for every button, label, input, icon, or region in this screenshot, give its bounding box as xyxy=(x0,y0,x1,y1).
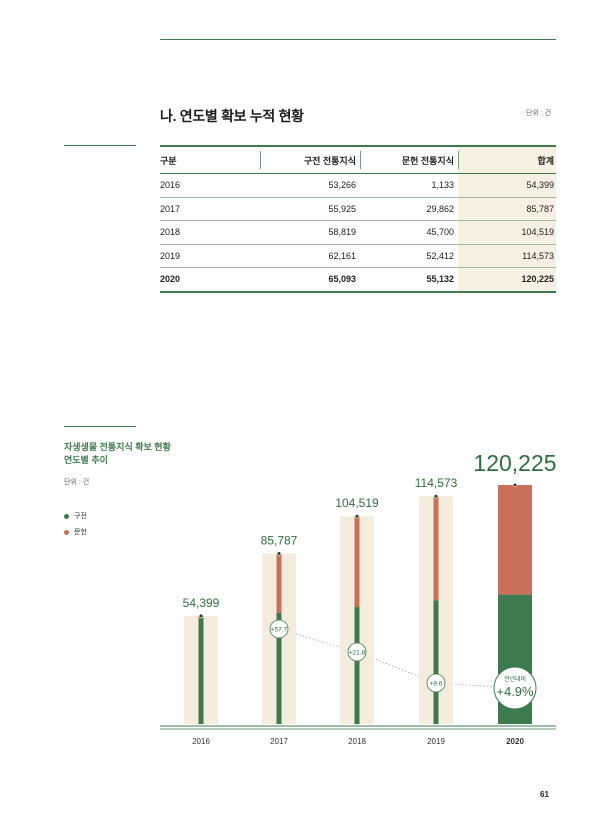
cell-total: 114,573 xyxy=(458,244,556,267)
cell-total: 85,787 xyxy=(458,197,556,220)
table-row: 2019 62,161 52,412 114,573 xyxy=(160,244,556,268)
legend-item-document: 문헌 xyxy=(64,527,87,537)
bar-total-label: 120,225 xyxy=(473,450,556,476)
cell-document: 55,132 xyxy=(426,274,454,285)
cell-year: 2018 xyxy=(160,227,181,238)
cell-year: 2016 xyxy=(160,180,181,191)
table-unit: 단위 : 건 xyxy=(526,110,552,117)
bar-top-marker xyxy=(354,514,360,519)
bar-total-label: 85,787 xyxy=(261,533,298,547)
chart-unit: 단위 : 건 xyxy=(64,479,90,486)
x-axis-label: 2020 xyxy=(506,737,524,746)
growth-badge xyxy=(269,619,289,639)
bar-top-marker xyxy=(512,482,518,488)
header-oral: 구전 전통지식 xyxy=(303,155,356,166)
header-total: 합계 xyxy=(458,147,556,173)
bar-document xyxy=(276,553,282,613)
legend-item-oral: 구전 xyxy=(64,511,87,521)
bar-oral xyxy=(276,612,282,724)
legend-label-document: 문헌 xyxy=(74,529,87,536)
bar-total-label: 114,573 xyxy=(415,476,458,490)
left-accent-rule xyxy=(64,145,136,146)
x-axis-label: 2017 xyxy=(270,737,288,746)
section-title: 나. 연도별 확보 누적 현황 xyxy=(160,108,304,124)
legend-label-oral: 구전 xyxy=(74,513,87,520)
cell-year: 2017 xyxy=(160,203,181,214)
cell-document: 29,862 xyxy=(426,203,454,214)
bar-document xyxy=(433,496,439,601)
cell-oral: 53,266 xyxy=(328,180,356,191)
header-separator xyxy=(458,151,459,169)
cell-year: 2020 xyxy=(160,274,181,285)
table-row: 2020 65,093 55,132 120,225 xyxy=(160,268,556,293)
chart-accent-rule xyxy=(64,426,136,427)
legend-dot-document xyxy=(64,529,69,535)
bar-top-marker xyxy=(198,613,204,618)
chart-title-line2: 연도별 추이 xyxy=(64,455,108,465)
top-rule xyxy=(160,39,556,40)
cumulative-table: 구분 구전 전통지식 문헌 전통지식 합계 2016 53,266 1,133 … xyxy=(160,145,556,293)
chart-title: 자생생물 전통지식 확보 현황 연도별 추이 xyxy=(64,441,171,467)
cell-total: 54,399 xyxy=(458,174,556,197)
growth-badge-label: +9.6 xyxy=(430,681,443,688)
bar-oral xyxy=(433,600,439,724)
legend-dot-oral xyxy=(64,513,69,519)
chart-title-line1: 자생생물 전통지식 확보 현황 xyxy=(64,442,171,452)
table-top-line xyxy=(160,145,556,147)
cell-year: 2019 xyxy=(160,250,181,261)
table-row: 2018 58,819 45,700 104,519 xyxy=(160,221,556,245)
header-category: 구분 xyxy=(160,155,177,166)
cell-oral: 58,819 xyxy=(328,227,356,238)
cell-total: 104,519 xyxy=(458,221,556,244)
x-axis-label: 2016 xyxy=(192,737,210,746)
bar-top-marker xyxy=(433,494,439,499)
cell-oral: 62,161 xyxy=(328,250,356,261)
growth-badge xyxy=(347,642,367,662)
bar-document xyxy=(354,516,360,608)
growth-badge xyxy=(426,673,446,693)
cell-document: 52,412 xyxy=(426,250,454,261)
cell-oral: 65,093 xyxy=(328,274,356,285)
page-number: 61 xyxy=(540,790,549,799)
bar-oral xyxy=(354,607,360,724)
growth-badge-label: +57.7 xyxy=(271,627,288,634)
table-header-row: 구분 구전 전통지식 문헌 전통지식 합계 xyxy=(160,147,556,174)
header-separator xyxy=(360,151,361,169)
header-document: 문헌 전통지식 xyxy=(401,155,454,166)
bar-document xyxy=(498,485,532,595)
growth-connector-line xyxy=(278,628,516,689)
growth-badge-label: +21.8 xyxy=(349,650,366,657)
cell-document: 45,700 xyxy=(426,227,454,238)
bar-total-label: 104,519 xyxy=(335,496,379,510)
bar-top-marker xyxy=(276,551,282,556)
growth-badge-label: +4.9% xyxy=(496,684,534,699)
cell-document: 1,133 xyxy=(431,180,454,191)
x-axis-label: 2019 xyxy=(427,737,445,746)
cell-total: 120,225 xyxy=(458,268,556,291)
growth-badge-large xyxy=(493,666,537,710)
bar-total-label: 54,399 xyxy=(183,596,220,610)
growth-caption: 전년대비 xyxy=(504,675,526,683)
bar-oral xyxy=(198,618,204,724)
table-row: 2016 53,266 1,133 54,399 xyxy=(160,174,556,198)
cell-oral: 55,925 xyxy=(328,203,356,214)
header-separator xyxy=(260,151,261,169)
table-row: 2017 55,925 29,862 85,787 xyxy=(160,197,556,221)
x-axis-label: 2018 xyxy=(348,737,366,746)
